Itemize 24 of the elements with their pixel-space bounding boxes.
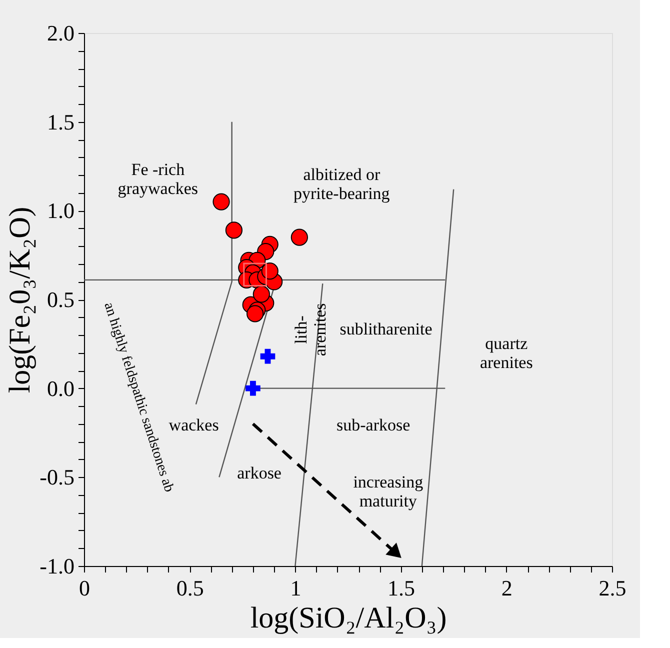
y-axis-title: log(Fe₂0₃/K₂O) xyxy=(4,206,37,394)
annotation: sublitharenite xyxy=(340,320,432,339)
x-tick-label: 0.5 xyxy=(176,576,204,600)
y-tick-label: 1.0 xyxy=(47,198,74,224)
y-tick-label: 0.5 xyxy=(47,287,74,312)
annotation: quartz arenites xyxy=(480,334,533,372)
annotation: increasing maturity xyxy=(353,472,424,510)
annotation: arkose xyxy=(237,464,282,483)
annotation: albitized or pyrite-bearing xyxy=(294,165,390,204)
annotation: Fe -rich graywackes xyxy=(118,160,198,198)
y-tick-label: 2.0 xyxy=(47,20,74,46)
x-tick-label: 1 xyxy=(290,576,302,600)
y-tick-label: -1.0 xyxy=(40,554,74,578)
annotation: lith- arenites xyxy=(292,303,330,356)
x-tick-label: 2 xyxy=(501,576,512,600)
x-tick-label: 1.5 xyxy=(388,576,416,600)
y-tick-label: 0.0 xyxy=(47,376,74,401)
x-tick-label: 2.5 xyxy=(598,576,626,600)
y-tick-label: -0.5 xyxy=(40,464,74,490)
annotation: sub-arkose xyxy=(336,416,410,435)
y-tick-label: 1.5 xyxy=(47,109,74,134)
annotation: wackes xyxy=(168,416,219,435)
x-axis-title: log(SiO₂/Al₂O₃) xyxy=(250,602,447,634)
x-tick-label: 0 xyxy=(79,576,90,600)
